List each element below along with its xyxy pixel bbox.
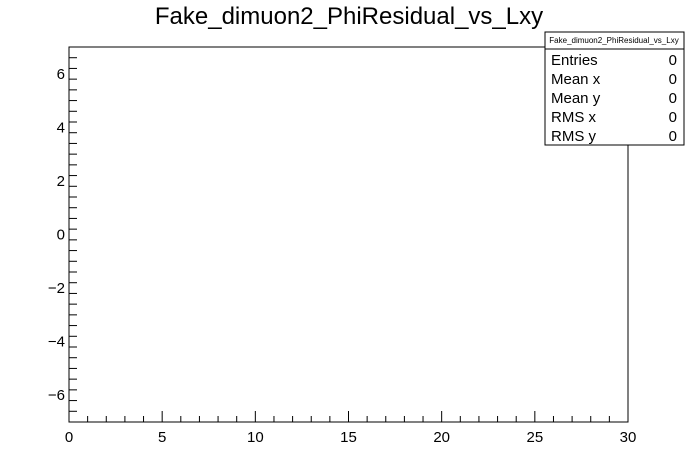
- x-tick-label: 0: [65, 429, 73, 446]
- y-tick-label: 2: [57, 173, 65, 190]
- stats-label: Mean y: [551, 90, 601, 107]
- stats-label: RMS x: [551, 109, 597, 126]
- y-tick-label: 4: [57, 119, 65, 136]
- x-axis: 0 5 10 15 20 25 30: [65, 411, 637, 446]
- y-tick-label: −6: [48, 387, 65, 404]
- y-tick-label: 6: [57, 66, 65, 83]
- stats-value: 0: [669, 109, 677, 126]
- x-tick-label: 30: [620, 429, 637, 446]
- stats-label: Entries: [551, 52, 598, 69]
- stats-label: RMS y: [551, 128, 597, 145]
- y-tick-label: −4: [48, 334, 65, 351]
- stats-box-title: Fake_dimuon2_PhiResidual_vs_Lxy: [549, 36, 678, 45]
- x-tick-label: 5: [158, 429, 166, 446]
- stats-label: Mean x: [551, 71, 601, 88]
- stats-box-frame: [544, 31, 685, 146]
- x-tick-label: 20: [433, 429, 450, 446]
- stats-value: 0: [669, 52, 677, 69]
- stats-rows: Entries 0 Mean x 0 Mean y 0 RMS x 0 RMS y 0: [551, 52, 677, 145]
- chart-title: Fake_dimuon2_PhiResidual_vs_Lxy: [155, 3, 543, 30]
- stats-value: 0: [669, 90, 677, 107]
- stats-value: 0: [669, 71, 677, 88]
- stats-value: 0: [669, 128, 677, 145]
- y-axis: −6 −4 −2 0 2 4 6: [48, 46, 77, 423]
- plot-frame: [68, 46, 629, 423]
- x-tick-label: 25: [526, 429, 543, 446]
- x-tick-label: 10: [247, 429, 264, 446]
- y-tick-label: 0: [57, 227, 65, 244]
- stats-box: Fake_dimuon2_PhiResidual_vs_Lxy Entries 0…: [544, 31, 685, 146]
- y-tick-label: −2: [48, 280, 65, 297]
- x-tick-label: 15: [340, 429, 357, 446]
